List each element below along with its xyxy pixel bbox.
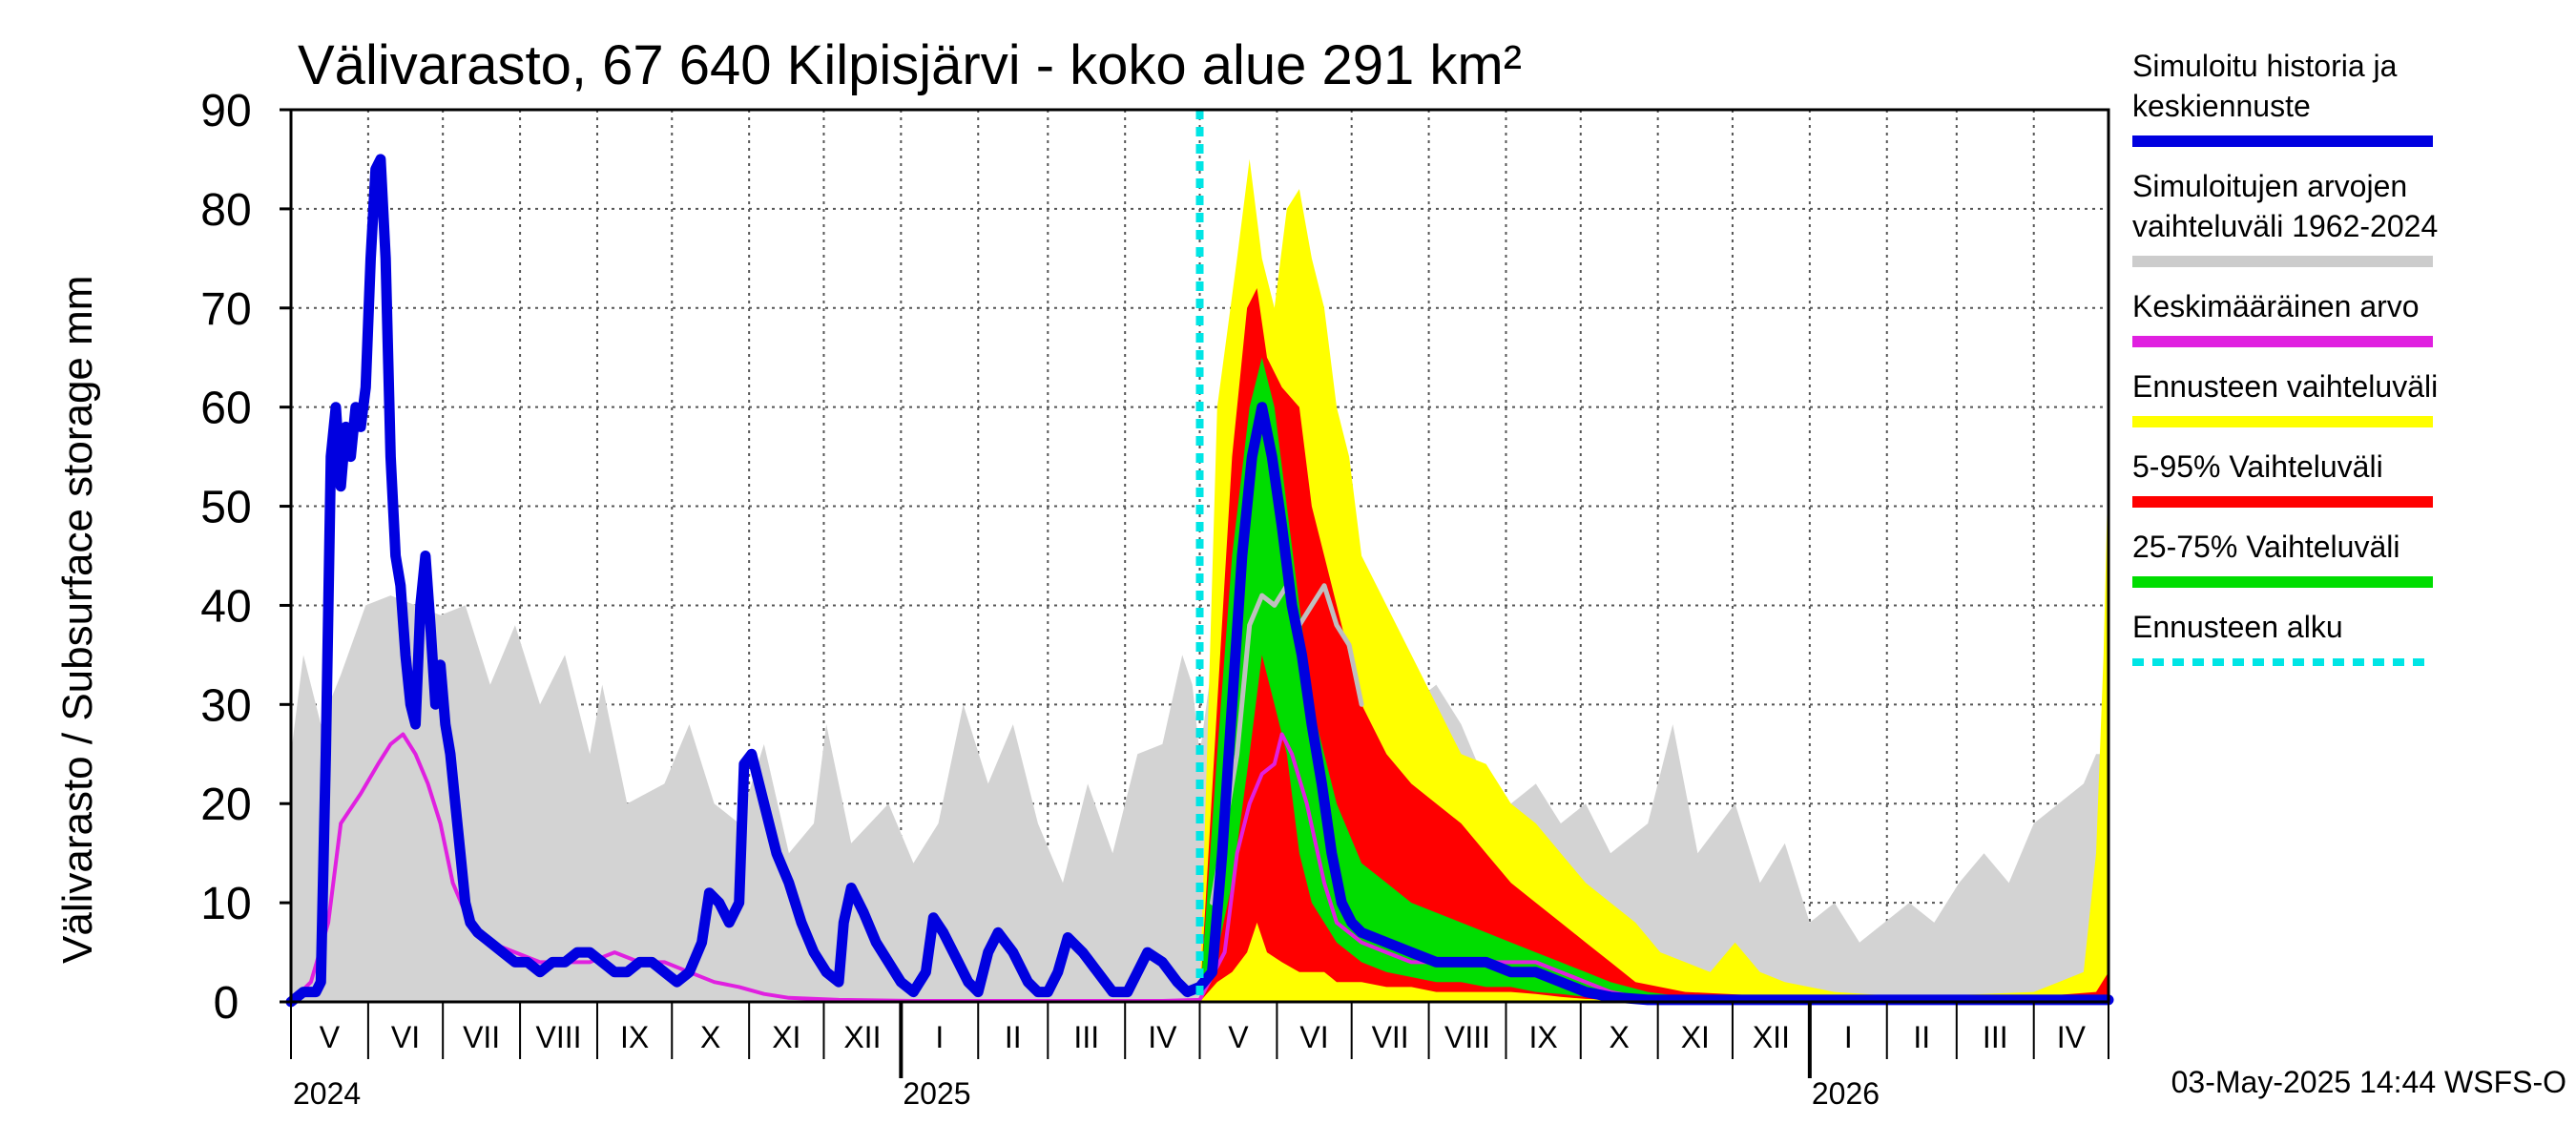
y-tick-label: 20 [200, 780, 251, 830]
month-label: III [1073, 1020, 1099, 1054]
legend-label: Keskimääräinen arvo [2132, 289, 2420, 323]
legend-label: Simuloitujen arvojen [2132, 169, 2407, 203]
legend-label: 25-75% Vaihteluväli [2132, 530, 2399, 564]
legend-label: 5-95% Vaihteluväli [2132, 449, 2383, 484]
month-label: V [320, 1020, 341, 1054]
y-tick-label: 10 [200, 879, 251, 929]
month-label: IV [2057, 1020, 2087, 1054]
month-label: VIII [1444, 1020, 1490, 1054]
month-label: VIII [536, 1020, 582, 1054]
month-label: IV [1148, 1020, 1177, 1054]
year-label: 2026 [1812, 1076, 1880, 1111]
y-axis-label: Välivarasto / Subsurface storage mm [54, 276, 101, 964]
month-label: XI [1681, 1020, 1710, 1054]
y-tick-label: 60 [200, 384, 251, 434]
month-label: VI [1299, 1020, 1328, 1054]
month-label: II [1005, 1020, 1022, 1054]
month-label: I [1844, 1020, 1853, 1054]
month-label: I [935, 1020, 944, 1054]
y-tick-label: 50 [200, 483, 251, 533]
band-5-95-vaihteluv-li [1199, 288, 2109, 1002]
month-label: II [1913, 1020, 1930, 1054]
x-axis: V VI VII VIII IX X XI XII I II III IV V VI VII VIII IX X X… [290, 1002, 2109, 1111]
month-label: VI [391, 1020, 420, 1054]
year-label: 2024 [293, 1076, 361, 1111]
legend: Simuloitu historia ja keskiennuste Simuloi… [2132, 49, 2438, 666]
legend-label: Ennusteen vaihteluväli [2132, 369, 2438, 404]
month-label: IX [620, 1020, 649, 1054]
legend-label: Simuloitu historia ja [2132, 49, 2398, 83]
year-label: 2025 [903, 1076, 970, 1111]
legend-label: Ennusteen alku [2132, 610, 2343, 644]
y-tick-label: 90 [200, 86, 251, 136]
month-label: VII [1372, 1020, 1409, 1054]
band-layer [291, 158, 2109, 1002]
timestamp: 03-May-2025 14:44 WSFS-O [2171, 1065, 2566, 1099]
y-tick-label: 70 [200, 284, 251, 335]
month-label: XI [772, 1020, 800, 1054]
legend-label: vaihteluväli 1962-2024 [2132, 209, 2438, 243]
band-simuloitujen-arvojen-vaihteluv-li-1962-2024 [291, 585, 2109, 1002]
month-label: X [1610, 1020, 1630, 1054]
month-label: IX [1529, 1020, 1558, 1054]
month-label: XII [1753, 1020, 1790, 1054]
y-tick-label: 40 [200, 581, 251, 632]
month-label: VII [463, 1020, 500, 1054]
chart-title: Välivarasto, 67 640 Kilpisjärvi - koko a… [298, 34, 1522, 96]
month-label: V [1228, 1020, 1249, 1054]
month-label: X [700, 1020, 720, 1054]
y-tick-label: 0 [214, 978, 239, 1029]
y-tick-label: 30 [200, 680, 251, 731]
month-label: XII [843, 1020, 881, 1054]
y-tick-label: 80 [200, 185, 251, 236]
legend-label: keskiennuste [2132, 89, 2311, 123]
y-axis: 0 10 20 30 40 50 60 70 80 90 [200, 86, 291, 1029]
band-ennusteen-vaihteluv-li [1199, 158, 2109, 1002]
line-simuloitu-historia-ja-keskiennuste [285, 154, 2114, 1008]
month-label: III [1983, 1020, 2008, 1054]
